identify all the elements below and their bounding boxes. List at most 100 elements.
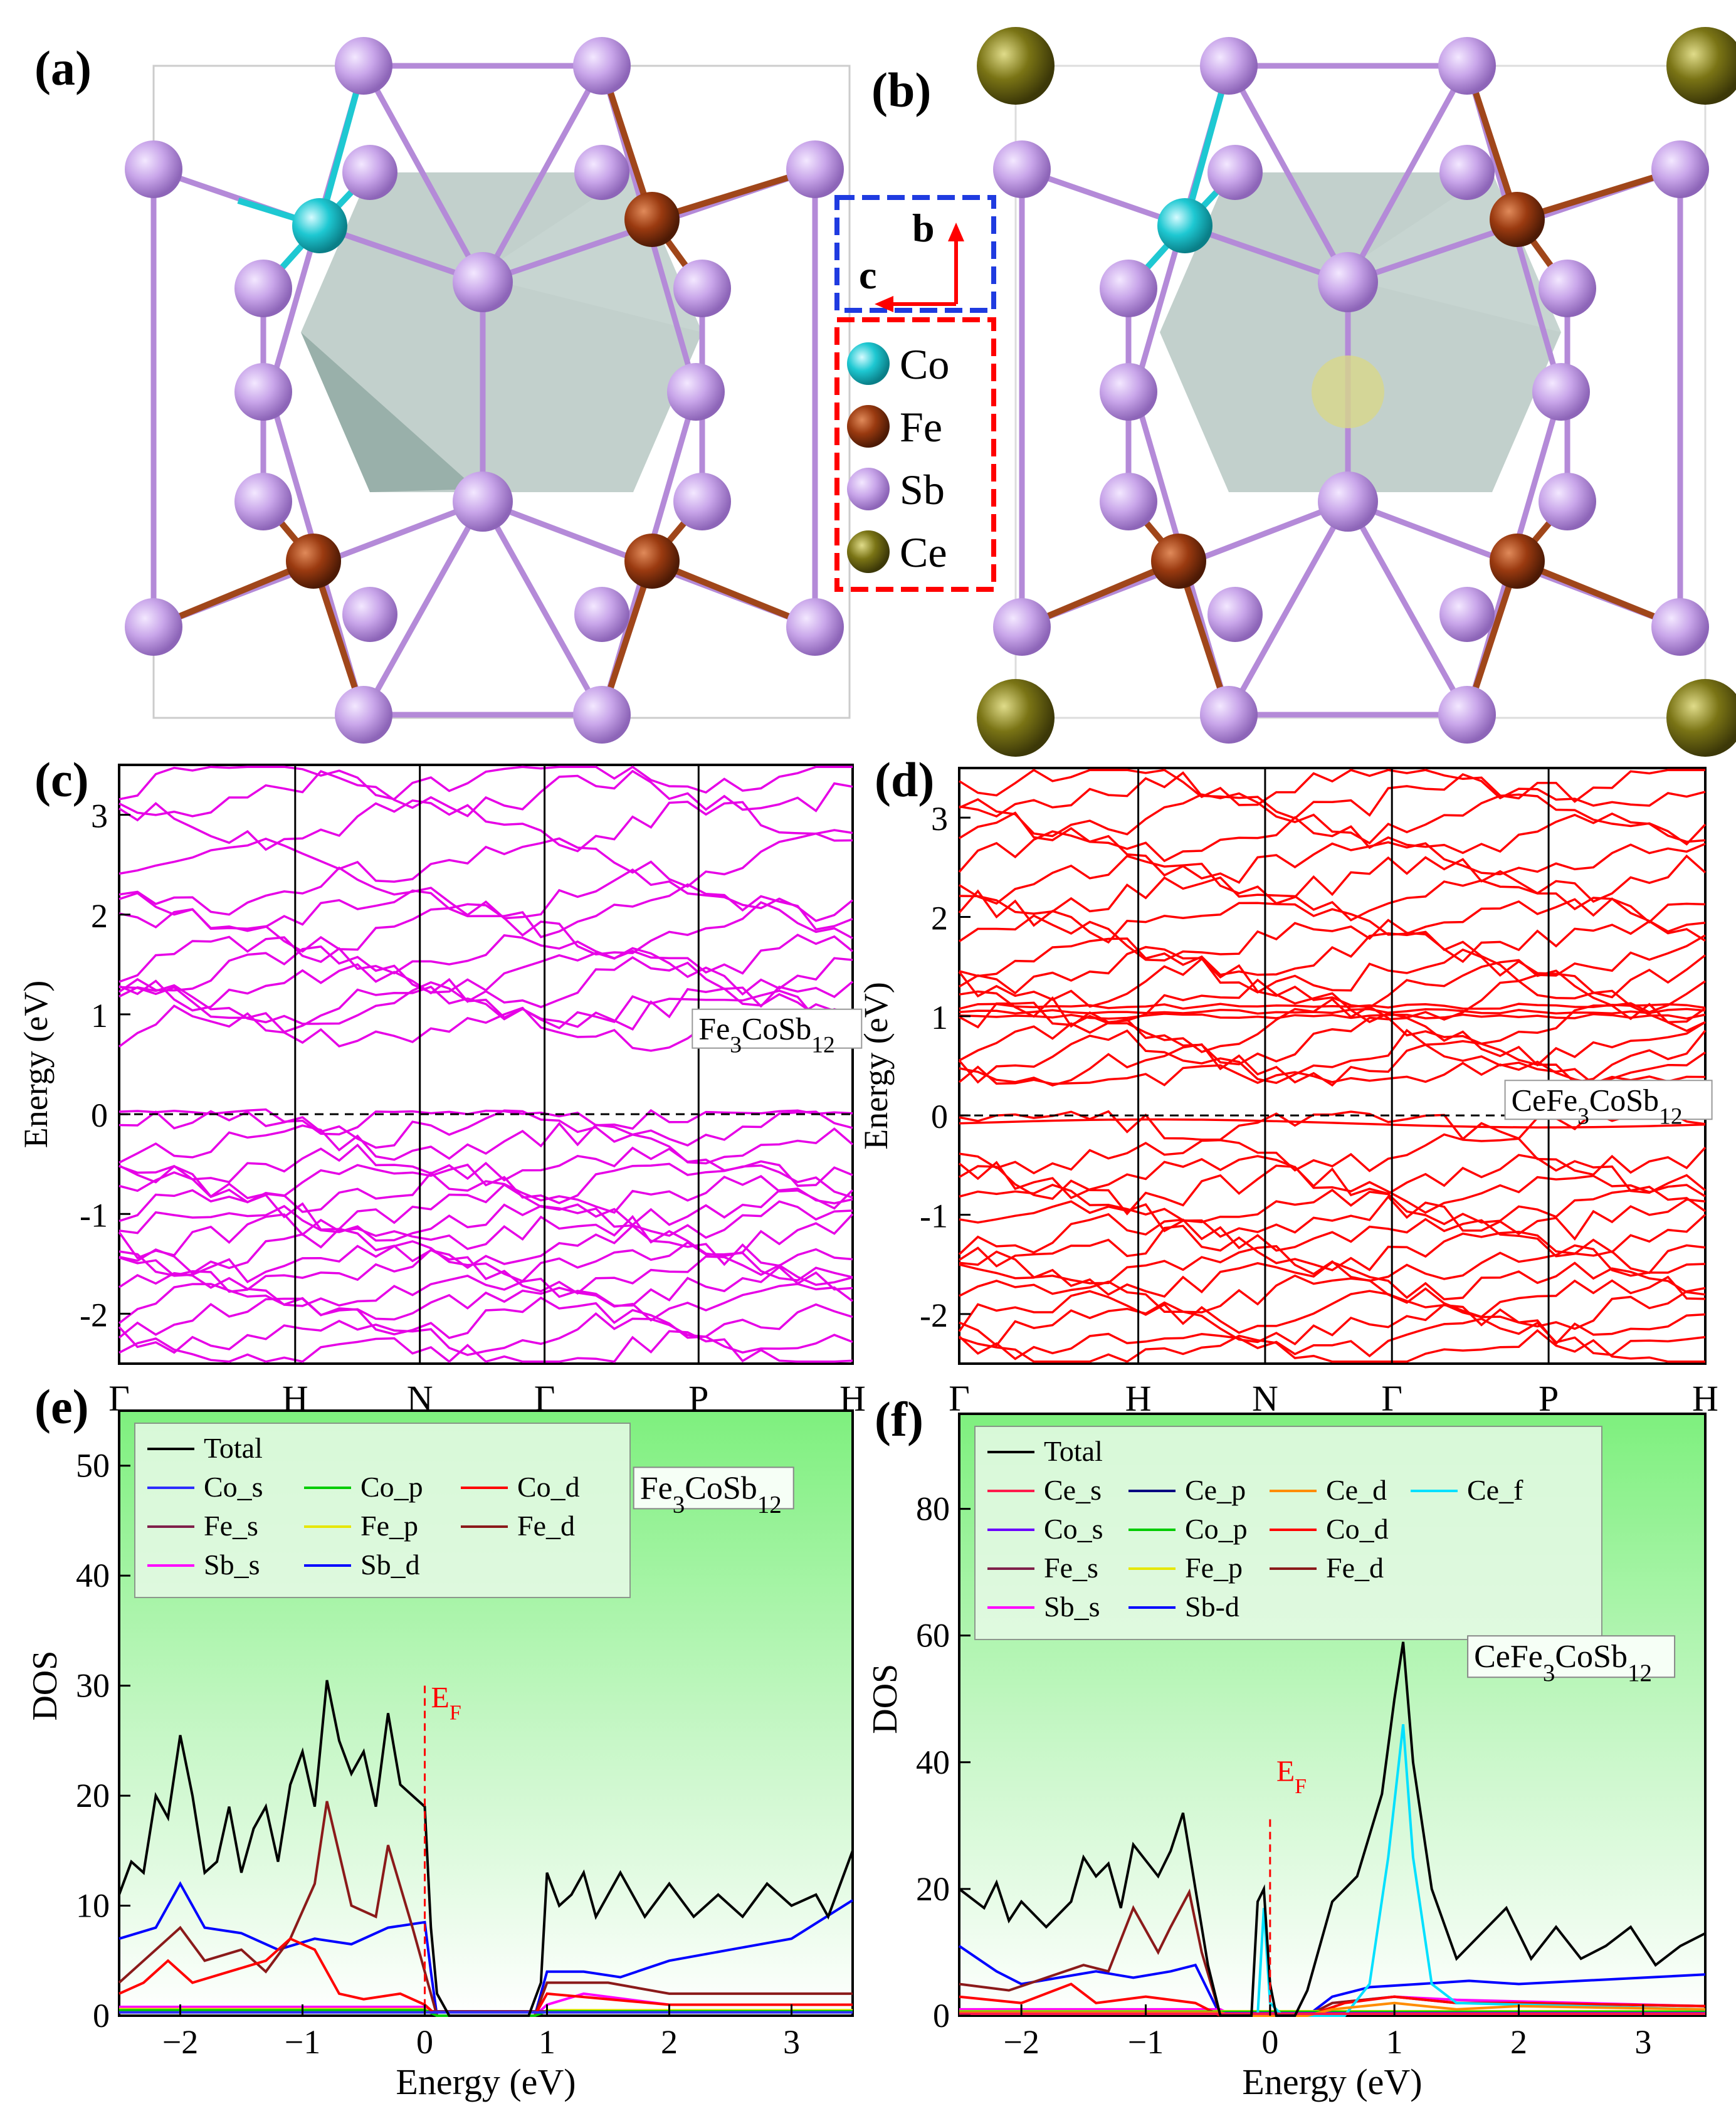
band-line	[118, 1162, 853, 1204]
x-tick-label: 1	[1386, 2023, 1403, 2061]
y-axis-label: Energy (eV)	[857, 982, 895, 1149]
band-line	[118, 866, 854, 922]
x-axis-label: Energy (eV)	[396, 2061, 576, 2102]
legend-label: Ce_s	[1044, 1474, 1102, 1506]
x-tick-label: −2	[1003, 2023, 1039, 2061]
y-tick-label: 2	[931, 900, 948, 937]
y-tick-label: 2	[91, 897, 108, 935]
crystal-structure-b	[977, 27, 1736, 757]
panel-label-f: (f)	[875, 1392, 923, 1446]
legend-label: Total	[204, 1432, 263, 1464]
legend-box	[974, 1426, 1602, 1640]
band-line	[118, 1183, 853, 1231]
band-line	[959, 1195, 1706, 1241]
y-tick-label: -1	[920, 1197, 948, 1235]
axis-c-arrowhead	[875, 296, 893, 312]
legend-label-sb: Sb	[900, 466, 945, 513]
band-line	[959, 1133, 1707, 1176]
band-line	[959, 854, 1707, 905]
band-line	[959, 1110, 1706, 1141]
formula-box	[1504, 1080, 1713, 1120]
legend-label: Co_s	[1044, 1513, 1103, 1545]
legend-label: Fe_p	[1185, 1552, 1243, 1584]
x-tick-label: 3	[783, 2023, 800, 2061]
legend-swatch-sb	[847, 468, 890, 510]
legend-label: Co_s	[204, 1471, 263, 1503]
y-tick-label: 1	[931, 999, 948, 1036]
legend-label: Sb_d	[360, 1549, 420, 1581]
kpoint-label: N	[1252, 1378, 1278, 1419]
band-line	[959, 811, 1706, 863]
x-tick-label: 2	[661, 2023, 678, 2061]
y-tick-label: 0	[933, 1997, 950, 2034]
band-chart-d: Γ H N Γ P H -2 -1 0 1 2 3 Energy (eV) CeFe3CoSb12	[857, 767, 1718, 1419]
band-line	[959, 792, 1707, 846]
x-tick-label: −1	[1128, 2023, 1164, 2061]
band-line	[959, 1274, 1706, 1319]
band-line	[118, 1330, 853, 1364]
legend-label: Fe_p	[360, 1510, 418, 1542]
y-tick-label: 20	[916, 1870, 950, 1908]
band-line	[959, 930, 1706, 982]
legend-label: Fe_s	[204, 1510, 258, 1542]
x-tick-label: 0	[1261, 2023, 1278, 2061]
y-tick-label: 3	[91, 797, 108, 835]
legend-label: Co_d	[1326, 1513, 1389, 1545]
y-axis-label: DOS	[866, 1664, 905, 1734]
legend-box	[134, 1423, 631, 1598]
axis-c-label: c	[859, 253, 876, 297]
legend-label-fe: Fe	[900, 403, 942, 451]
kpoint-label: Γ	[1381, 1378, 1402, 1419]
y-tick-label: 0	[93, 1997, 110, 2034]
legend-label: Co_p	[1185, 1513, 1248, 1545]
kpoint-label: P	[1539, 1378, 1559, 1419]
legend-label: Co_p	[360, 1471, 423, 1503]
band-line	[118, 766, 853, 801]
y-tick-label: 50	[76, 1447, 110, 1485]
x-tick-label: 0	[416, 2023, 433, 2061]
y-tick-label: 3	[931, 800, 948, 838]
band-line	[959, 978, 1707, 1028]
band-line	[959, 1261, 1706, 1301]
legend-swatch-ce	[847, 530, 890, 573]
band-line	[959, 1118, 1706, 1129]
legend-label: Fe_s	[1044, 1552, 1098, 1584]
band-line	[959, 997, 1706, 1053]
band-line	[118, 1171, 854, 1214]
kpoint-label: H	[1125, 1378, 1152, 1419]
band-line	[118, 1240, 853, 1283]
y-tick-label: 1	[91, 997, 108, 1034]
x-tick-label: −2	[162, 2023, 198, 2061]
band-line	[958, 830, 1706, 884]
band-line	[959, 1224, 1706, 1275]
formula-box	[1467, 1635, 1676, 1678]
legend-label: Fe_d	[517, 1510, 575, 1542]
y-tick-label: 0	[91, 1097, 108, 1134]
legend-swatch-fe	[847, 405, 890, 448]
plot-area	[118, 764, 854, 1365]
formula-label: CeFe3CoSb12	[1474, 1639, 1652, 1687]
band-line	[118, 769, 853, 818]
band-line	[958, 1287, 1706, 1334]
band-line	[958, 1154, 1707, 1199]
band-line	[958, 1213, 1707, 1258]
y-tick-label: -2	[80, 1296, 108, 1334]
panel-label-b: (b)	[871, 63, 931, 117]
axis-b-label: b	[912, 206, 935, 250]
y-tick-label: 20	[76, 1777, 110, 1814]
legend-label: Ce_d	[1326, 1474, 1387, 1506]
legend-label: Co_d	[517, 1471, 580, 1503]
legend-label: Fe_d	[1326, 1552, 1384, 1584]
y-tick-label: 80	[916, 1490, 950, 1528]
y-axis-label: DOS	[26, 1651, 65, 1721]
structure-legend: b c Co Fe Sb Ce	[834, 195, 996, 592]
dos-series-sb-d	[118, 1881, 854, 2017]
legend-label: Sb-d	[1185, 1591, 1239, 1623]
panel-label-a: (a)	[34, 41, 92, 95]
band-line	[959, 1301, 1706, 1347]
